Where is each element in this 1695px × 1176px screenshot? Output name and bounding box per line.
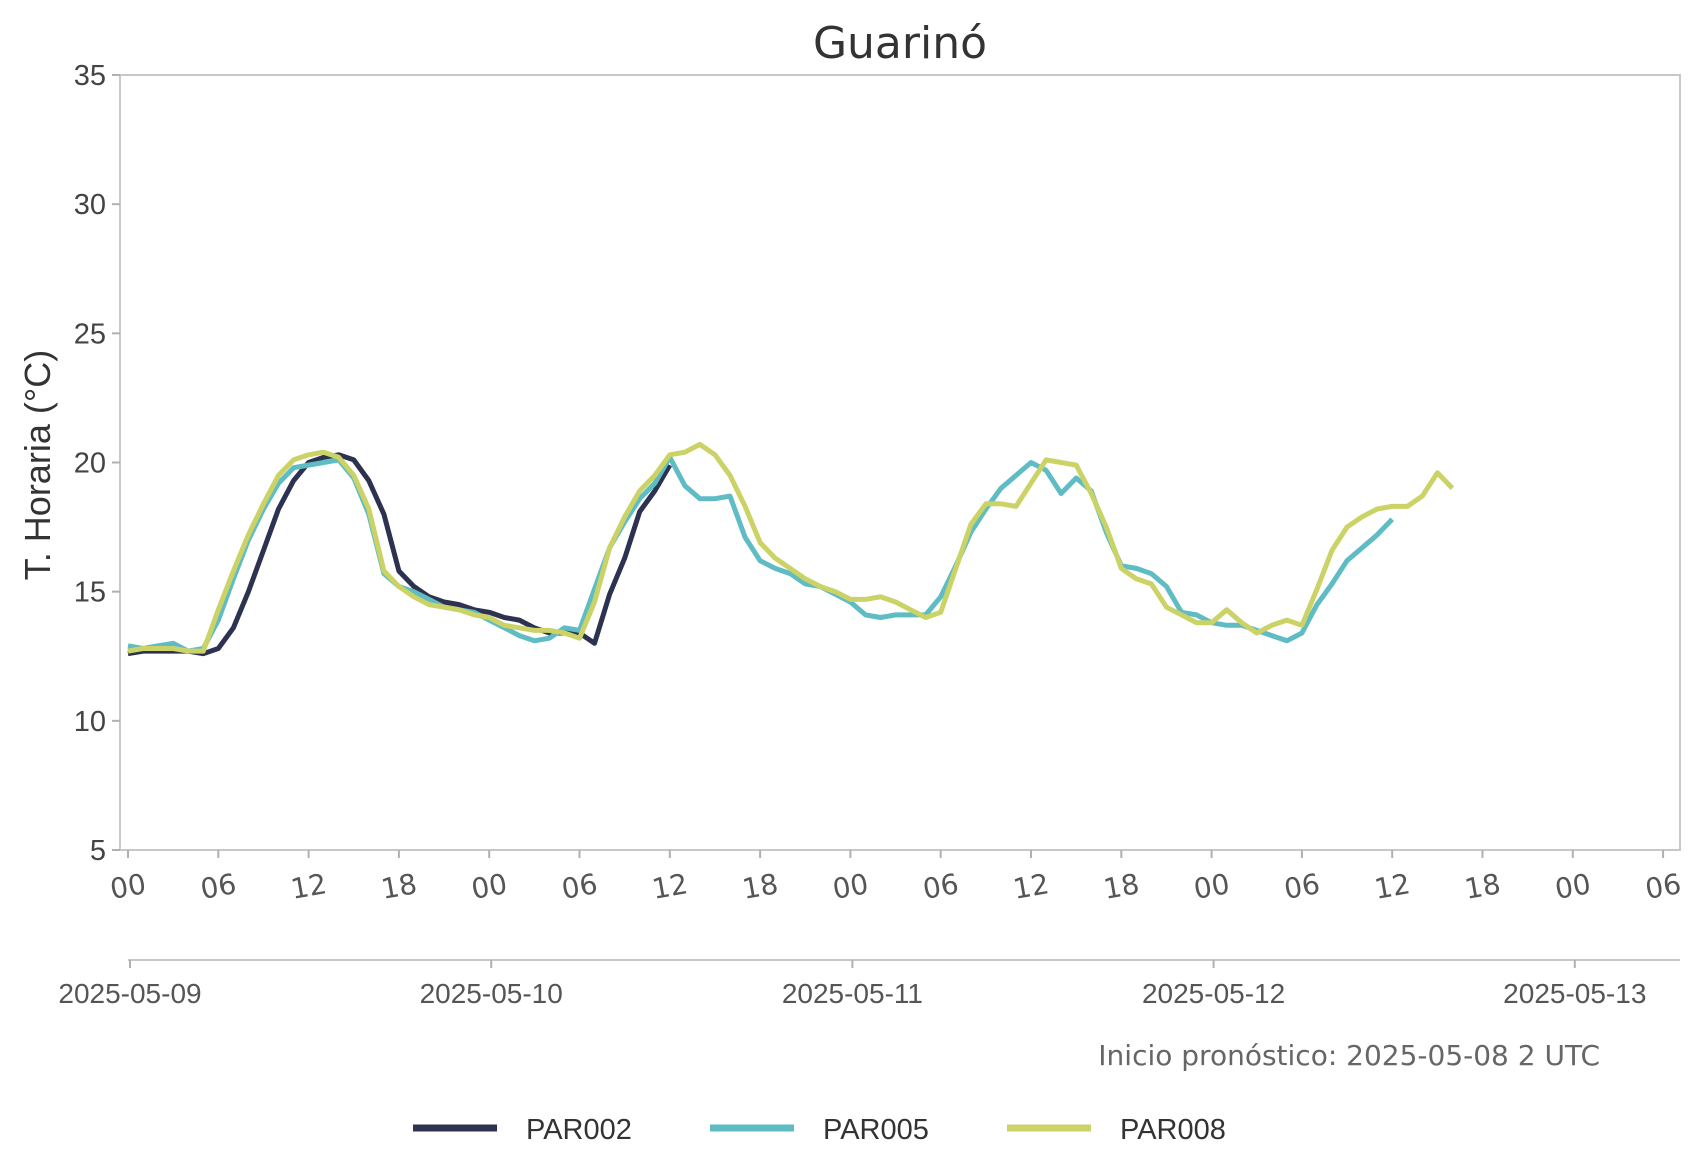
- x-hour-tick-label: 18: [740, 867, 781, 906]
- x-hour-tick-label: 00: [1552, 867, 1593, 906]
- y-tick-label: 20: [74, 448, 106, 480]
- y-tick-label: 25: [74, 318, 106, 350]
- x-hour-tick-label: 06: [198, 867, 239, 906]
- x-date-tick-label: 2025-05-10: [420, 978, 563, 1009]
- x-hour-tick-label: 00: [108, 867, 149, 906]
- x-hour-tick-label: 06: [920, 867, 961, 906]
- x-hour-tick-label: 12: [1372, 867, 1413, 906]
- y-tick-label: 15: [74, 577, 106, 609]
- x-date-ticks: 2025-05-09 2025-05-10 2025-05-11 2025-05-12…: [58, 960, 1646, 1009]
- y-ticks: 5 10 15 20 25 30 35: [74, 60, 120, 867]
- legend-label: PAR005: [823, 1114, 929, 1146]
- x-date-tick-label: 2025-05-12: [1142, 978, 1285, 1009]
- x-hour-tick-label: 06: [559, 867, 600, 906]
- series-lines: [127, 441, 1455, 657]
- x-date-tick-label: 2025-05-13: [1503, 978, 1646, 1009]
- x-hour-tick-label: 00: [830, 867, 871, 906]
- y-tick-label: 35: [74, 60, 106, 92]
- series-line-par008: [127, 441, 1455, 654]
- y-axis-label: T. Horaria (°C): [17, 350, 58, 580]
- x-hour-tick-label: 12: [649, 867, 690, 906]
- legend-label: PAR008: [1120, 1114, 1226, 1146]
- chart-title: Guarinó: [813, 18, 987, 69]
- x-hour-ticks: 00 06 12 18 00 06 12 18 00 06 12 18 00 06 12 18 00 06: [108, 850, 1684, 906]
- x-hour-tick-label: 18: [379, 867, 420, 906]
- x-hour-tick-label: 18: [1462, 867, 1503, 906]
- legend: PAR002 PAR005 PAR008: [413, 1114, 1226, 1146]
- legend-label: PAR002: [526, 1114, 632, 1146]
- x-hour-tick-label: 00: [469, 867, 510, 906]
- x-date-tick-label: 2025-05-11: [782, 978, 923, 1009]
- x-hour-tick-label: 06: [1643, 867, 1684, 906]
- y-tick-label: 5: [90, 835, 106, 867]
- y-tick-label: 30: [74, 189, 106, 221]
- x-hour-tick-label: 00: [1191, 867, 1232, 906]
- x-hour-tick-label: 18: [1101, 867, 1142, 906]
- x-hour-tick-label: 12: [288, 867, 329, 906]
- x-hour-tick-label: 06: [1282, 867, 1323, 906]
- series-line-par002: [127, 452, 672, 657]
- x-hour-tick-label: 12: [1011, 867, 1052, 906]
- forecast-start-note: Inicio pronóstico: 2025-05-08 2 UTC: [1098, 1039, 1600, 1072]
- x-date-tick-label: 2025-05-09: [58, 978, 201, 1009]
- y-tick-label: 10: [74, 706, 106, 738]
